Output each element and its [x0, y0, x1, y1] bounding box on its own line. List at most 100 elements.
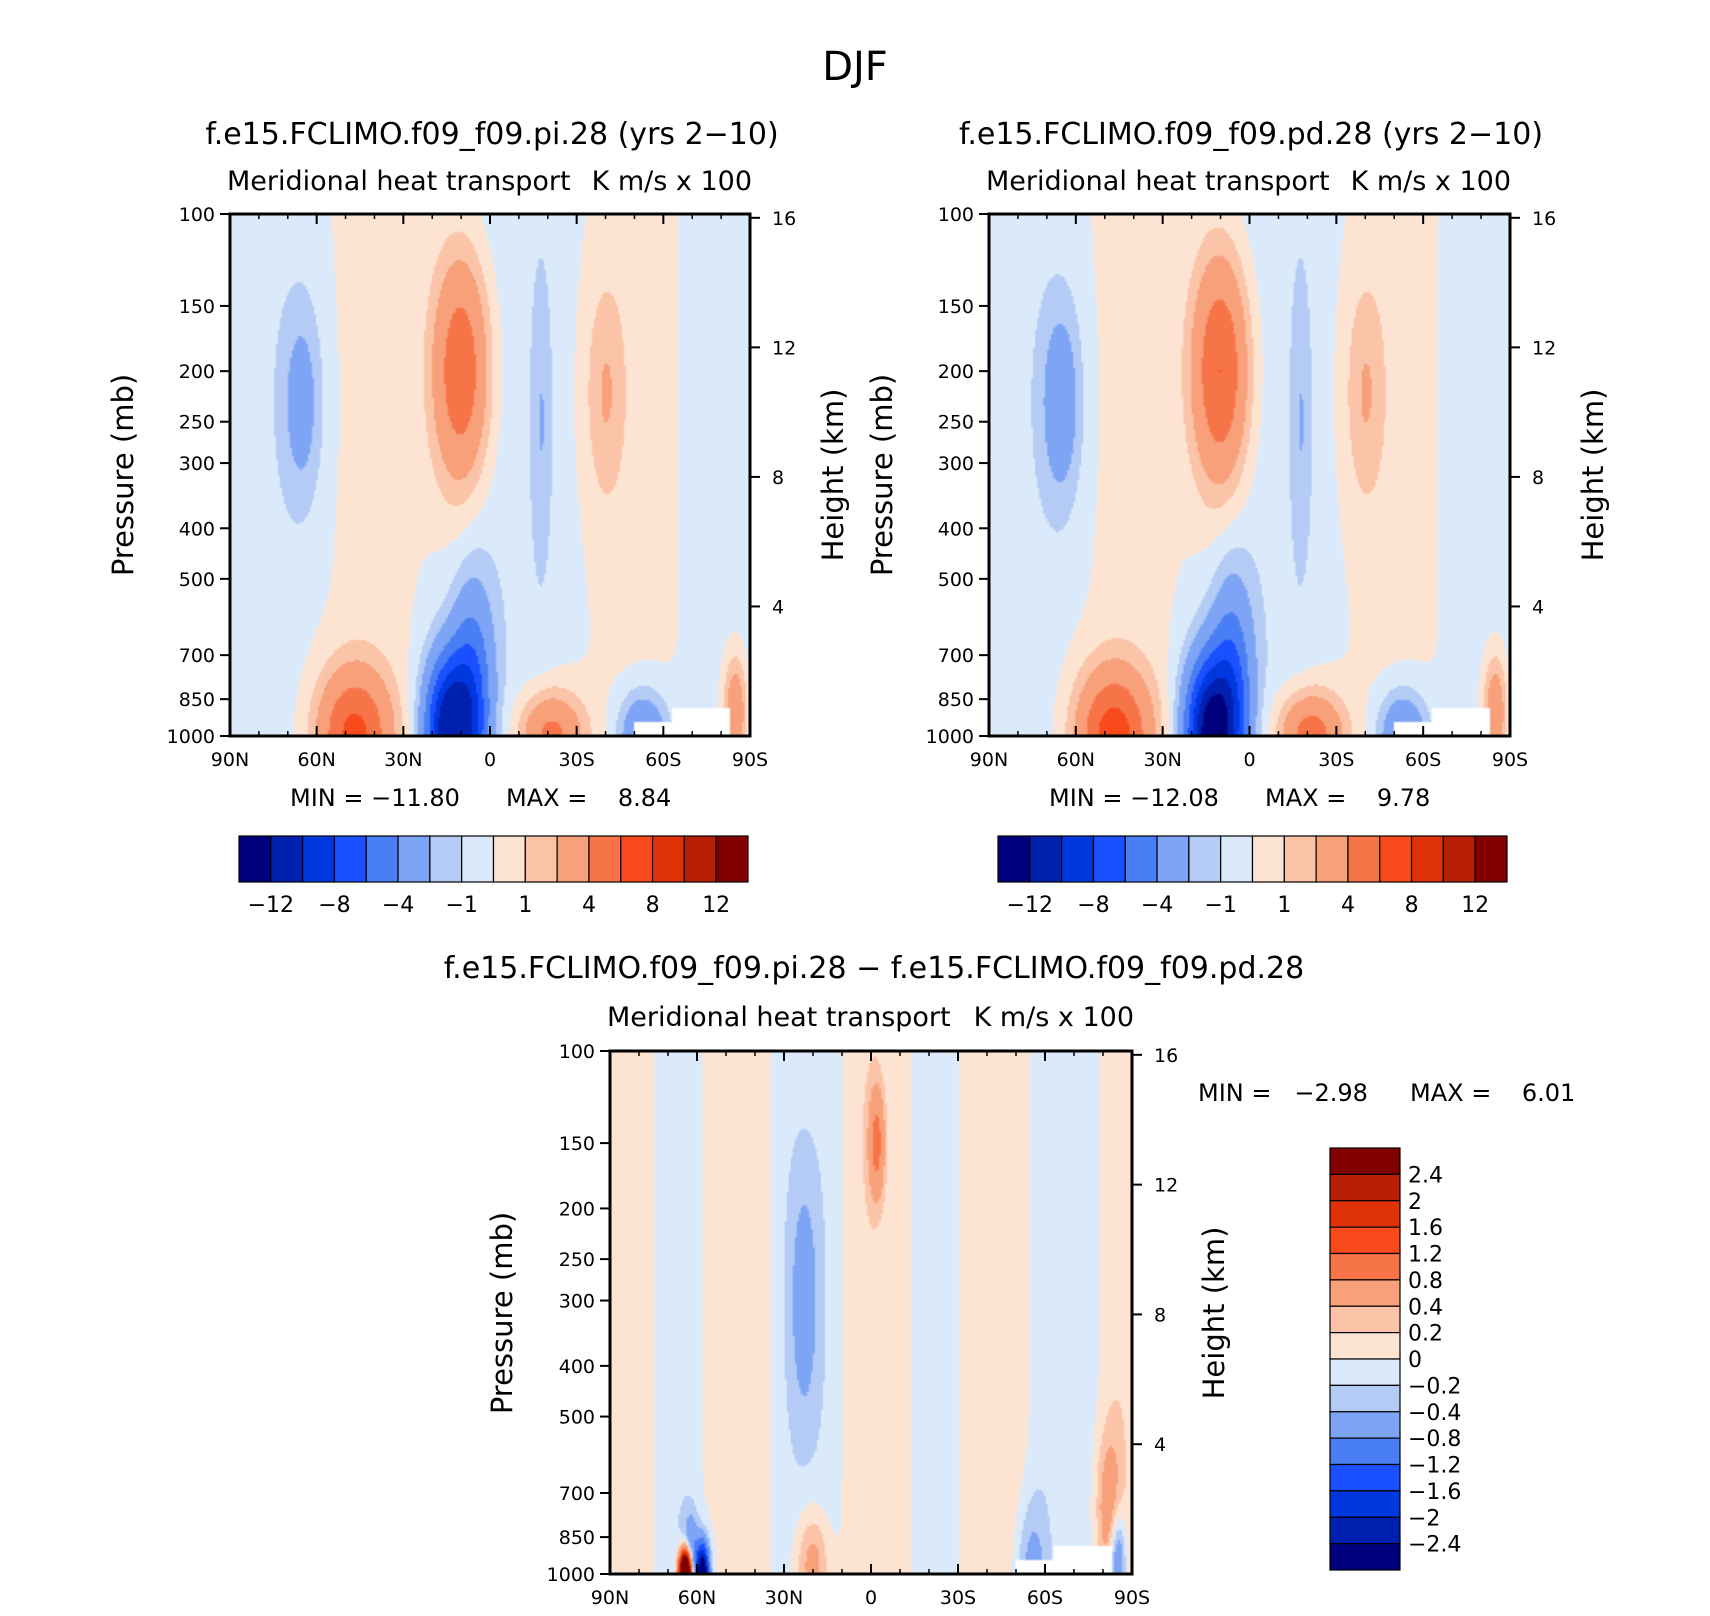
panel-diff-right-subtitle: K m/s x 100	[974, 1002, 1134, 1033]
colorbar-tick-label: 8	[646, 893, 660, 918]
panel-diff-ylabel-right: Height (km)	[1197, 1227, 1231, 1400]
colorbar-tick-label: 0.2	[1408, 1322, 1443, 1347]
panel-pi-right-subtitle: K m/s x 100	[592, 166, 752, 197]
y-tick-label: 100	[179, 204, 215, 226]
colorbar-swatch	[1329, 1252, 1401, 1281]
colorbar-swatch	[1329, 1490, 1401, 1518]
x-tick-label: 90N	[211, 749, 249, 771]
y-right-tick-label: 12	[1532, 337, 1556, 359]
colorbar-swatch	[997, 835, 1031, 883]
y-tick-label: 700	[179, 645, 215, 667]
x-tick-label: 30N	[1143, 749, 1181, 771]
x-tick-label: 60N	[297, 749, 335, 771]
colorbar-swatch	[397, 835, 431, 883]
colorbar-swatch	[620, 835, 654, 883]
colorbar-swatch	[1124, 835, 1158, 883]
panel-pi-heatmap	[230, 214, 750, 736]
colorbar-tick-label: −2.4	[1408, 1533, 1461, 1558]
colorbar-swatch	[1329, 1305, 1401, 1334]
y-tick-label: 1000	[547, 1564, 595, 1586]
y-tick-label: 200	[938, 361, 974, 383]
x-tick-label: 30S	[940, 1587, 976, 1609]
x-tick-label: 30S	[559, 749, 595, 771]
panel-pi-title: f.e15.FCLIMO.f09_f09.pi.28 (yrs 2−10)	[205, 117, 778, 152]
panel-pd-ylabel: Pressure (mb)	[865, 374, 899, 576]
y-tick-label: 300	[559, 1291, 595, 1313]
colorbar-swatch	[1188, 835, 1222, 883]
panel-pd-left-subtitle: Meridional heat transport	[986, 166, 1330, 197]
x-tick-label: 0	[484, 749, 496, 771]
colorbar-tick-label: 0.8	[1408, 1269, 1443, 1294]
y-right-tick-label: 16	[1154, 1045, 1178, 1067]
panel-pd: f.e15.FCLIMO.f09_f09.pd.28 (yrs 2−10) Me…	[865, 117, 1610, 918]
colorbar-swatch	[302, 835, 336, 883]
colorbar-swatch	[365, 835, 399, 883]
colorbar-swatch	[1329, 1358, 1401, 1386]
y-right-tick-label: 4	[1532, 596, 1544, 618]
y-right-tick-label: 8	[1532, 467, 1544, 489]
y-tick-label: 250	[179, 412, 215, 434]
colorbar-tick-label: 2	[1408, 1190, 1422, 1215]
colorbar-swatch	[1315, 835, 1349, 883]
panel-pd-title: f.e15.FCLIMO.f09_f09.pd.28 (yrs 2−10)	[959, 117, 1543, 152]
y-tick-label: 400	[179, 518, 215, 540]
y-tick-label: 250	[938, 412, 974, 434]
colorbar-tick-label: 2.4	[1408, 1163, 1443, 1188]
colorbar-swatch	[461, 835, 495, 883]
y-right-tick-label: 12	[772, 337, 796, 359]
panel-pd-max-label: MAX = 9.78	[1265, 784, 1430, 812]
colorbar-swatch	[1329, 1411, 1401, 1439]
colorbar-swatch	[1329, 1147, 1401, 1175]
panel-pi-left-subtitle: Meridional heat transport	[227, 166, 571, 197]
panel-pd-heatmap	[989, 214, 1510, 736]
y-tick-label: 700	[938, 645, 974, 667]
colorbar-tick-label: 8	[1405, 893, 1419, 918]
colorbar-tick-label: −8	[1077, 893, 1109, 918]
colorbar-swatch	[1410, 835, 1444, 883]
colorbar-tick-label: 1.6	[1408, 1216, 1443, 1241]
x-tick-label: 90S	[1492, 749, 1528, 771]
panel-pi-min-label: MIN = −11.80	[290, 784, 460, 812]
colorbar-tick-label: −12	[1007, 893, 1053, 918]
colorbar-tick-label: −12	[248, 893, 294, 918]
x-tick-label: 60S	[1405, 749, 1441, 771]
colorbar-swatch	[683, 835, 717, 883]
y-right-tick-label: 16	[1532, 208, 1556, 230]
colorbar-swatch	[1029, 835, 1063, 883]
panel-diff-max-label: MAX = 6.01	[1410, 1079, 1575, 1107]
x-tick-label: 60S	[645, 749, 681, 771]
y-tick-label: 300	[938, 453, 974, 475]
y-tick-label: 500	[179, 569, 215, 591]
y-tick-label: 700	[559, 1483, 595, 1505]
panel-diff-heatmap	[610, 1051, 1132, 1574]
colorbar-tick-label: 4	[1341, 893, 1355, 918]
colorbar-swatch	[1379, 835, 1413, 883]
panel-pi: f.e15.FCLIMO.f09_f09.pi.28 (yrs 2−10) Me…	[106, 117, 850, 918]
x-tick-label: 90N	[970, 749, 1008, 771]
panel-diff-axes: 90N 60N 30N 0 30S 60S 90S 100 150 200 250 300 400 500…	[547, 1041, 1179, 1609]
colorbar-tick-label: 1	[518, 893, 532, 918]
panel-pi-axes: 90N 60N 30N 0 30S 60S 90S 100 150 200 250 300 400 500…	[167, 204, 797, 771]
colorbar-swatch	[1329, 1516, 1401, 1545]
colorbar-tick-label: −1	[1204, 893, 1236, 918]
colorbar-tick-label: −1.2	[1408, 1454, 1461, 1479]
colorbar-swatch	[1329, 1463, 1401, 1492]
colorbar-swatch	[524, 835, 558, 883]
y-tick-label: 150	[179, 296, 215, 318]
panel-pi-ylabel-right: Height (km)	[816, 389, 850, 562]
colorbar-tick-label: −4	[1141, 893, 1173, 918]
panel-pd-axes: 90N 60N 30N 0 30S 60S 90S 100 150 200 250 300 400 500…	[926, 204, 1557, 771]
colorbar-swatch	[1329, 1437, 1401, 1466]
colorbar-swatch	[1329, 1384, 1401, 1413]
colorbar-tick-label: −1.6	[1408, 1480, 1461, 1505]
x-tick-label: 0	[1243, 749, 1255, 771]
y-right-tick-label: 12	[1154, 1175, 1178, 1197]
y-tick-label: 200	[559, 1198, 595, 1220]
colorbar-swatch	[1061, 835, 1095, 883]
colorbar-swatch	[1442, 835, 1476, 883]
x-tick-label: 90S	[1114, 1587, 1150, 1609]
colorbar-swatch	[556, 835, 590, 883]
colorbar-swatch	[1329, 1200, 1401, 1228]
colorbar-swatch	[1329, 1543, 1401, 1571]
colorbar-tick-label: 1	[1277, 893, 1291, 918]
